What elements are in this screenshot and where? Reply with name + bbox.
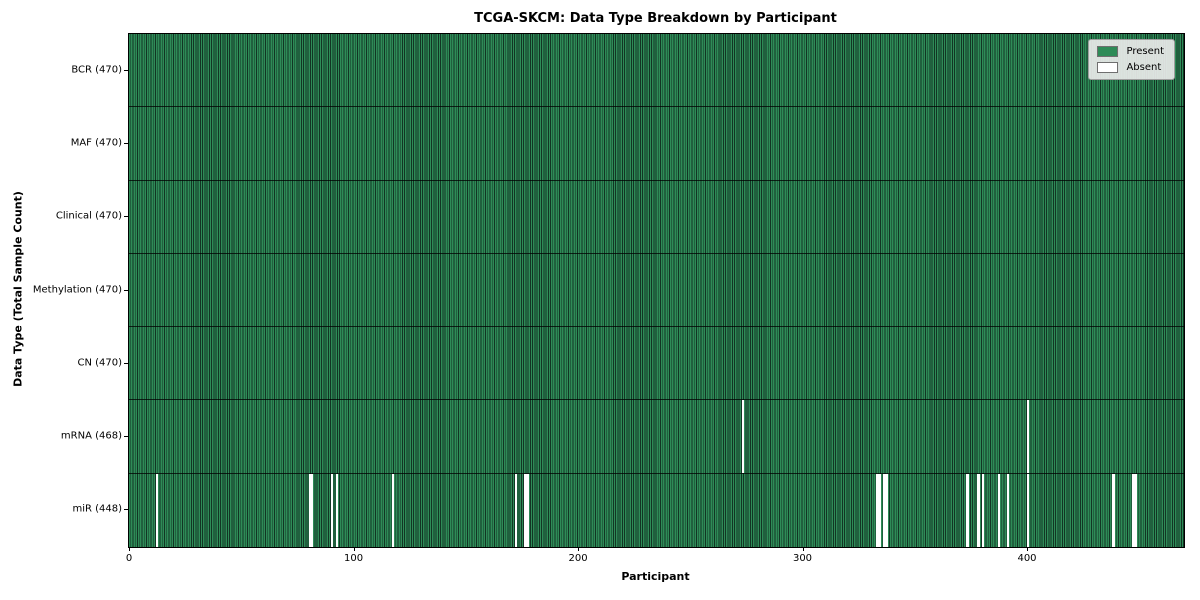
y-tick-mark	[124, 69, 128, 71]
y-tick-label-bcr: BCR (470)	[71, 64, 122, 76]
row-band-methylation	[129, 253, 1184, 328]
absent-bar	[391, 473, 395, 547]
absent-bar	[981, 473, 985, 547]
row-band-bcr	[129, 34, 1184, 108]
present-swatch-icon	[1097, 46, 1119, 57]
x-tick-mark	[802, 547, 804, 551]
y-tick-mark	[124, 142, 128, 144]
row-band-mrna	[129, 400, 1184, 474]
absent-bar	[741, 400, 745, 473]
x-tick-label-400: 400	[1017, 553, 1037, 564]
y-tick-label-maf: MAF (470)	[70, 137, 122, 149]
absent-bar	[1026, 473, 1030, 547]
x-tick-label-0: 0	[125, 553, 133, 564]
absent-bar	[308, 473, 311, 547]
x-tick-mark	[578, 547, 580, 551]
row-band-maf	[129, 107, 1184, 181]
legend-label-present: Present	[1126, 46, 1164, 57]
absent-bar	[977, 473, 980, 547]
absent-bar	[1006, 473, 1010, 547]
absent-swatch-icon	[1097, 62, 1119, 73]
x-tick-label-300: 300	[792, 553, 813, 564]
x-tick-mark	[1027, 547, 1028, 551]
absent-bar	[1132, 473, 1135, 547]
legend-item-present: Present	[1097, 46, 1164, 57]
legend-label-absent: Absent	[1126, 62, 1162, 73]
y-tick-label-methylation: Methylation (470)	[32, 284, 122, 295]
row-band-cn	[129, 327, 1184, 401]
y-tick-mark	[124, 216, 128, 218]
legend-item-absent: Absent	[1097, 62, 1164, 73]
x-tick-label-100: 100	[344, 553, 364, 564]
legend: Present Absent	[1088, 39, 1175, 80]
chart-title: TCGA-SKCM: Data Type Breakdown by Partic…	[474, 11, 837, 26]
y-tick-mark	[124, 509, 128, 511]
absent-bar	[155, 473, 159, 547]
absent-bar	[876, 473, 879, 547]
absent-bar	[885, 473, 888, 547]
y-tick-label-mir: miR (448)	[72, 503, 122, 515]
absent-bar	[526, 473, 529, 547]
absent-bar	[524, 473, 527, 547]
absent-bar	[883, 473, 886, 547]
y-tick-mark	[124, 436, 128, 438]
y-tick-label-mrna: mRNA (468)	[60, 430, 122, 442]
absent-bar	[1026, 400, 1030, 473]
y-tick-label-cn: CN (470)	[77, 357, 122, 369]
absent-bar	[335, 473, 338, 547]
x-tick-mark	[129, 547, 131, 551]
plot-area: Present Absent	[128, 33, 1185, 548]
y-tick-mark	[124, 362, 128, 364]
absent-bar	[1112, 473, 1115, 547]
x-axis-label: Participant	[621, 570, 690, 583]
row-band-mir	[129, 473, 1184, 547]
x-tick-mark	[353, 547, 355, 551]
absent-bar	[966, 473, 969, 547]
absent-bar	[1134, 473, 1137, 547]
y-tick-label-clinical: Clinical (470)	[55, 210, 122, 222]
row-band-clinical	[129, 180, 1184, 254]
absent-bar	[331, 473, 334, 547]
y-tick-mark	[124, 289, 128, 291]
absent-bar	[997, 473, 1001, 547]
absent-bar	[310, 473, 314, 547]
x-tick-label-200: 200	[568, 553, 588, 564]
absent-bar	[515, 473, 518, 547]
absent-bar	[878, 473, 882, 547]
